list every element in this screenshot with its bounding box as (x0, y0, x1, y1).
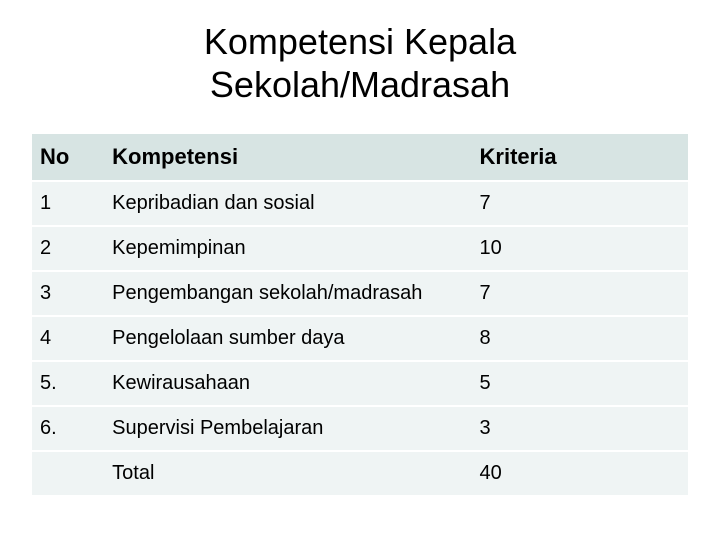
cell-no: 2 (32, 226, 104, 271)
slide: Kompetensi Kepala Sekolah/Madrasah No Ko… (0, 0, 720, 540)
cell-kompetensi: Supervisi Pembelajaran (104, 406, 471, 451)
table-row: 5. Kewirausahaan 5 (32, 361, 688, 406)
cell-kompetensi: Total (104, 451, 471, 496)
table-row: 4 Pengelolaan sumber daya 8 (32, 316, 688, 361)
title-line-1: Kompetensi Kepala (204, 21, 516, 62)
table-row: 3 Pengembangan sekolah/madrasah 7 (32, 271, 688, 316)
cell-kriteria: 5 (472, 361, 688, 406)
title-line-2: Sekolah/Madrasah (210, 64, 510, 105)
cell-kriteria: 7 (472, 181, 688, 226)
cell-no (32, 451, 104, 496)
table-row: 6. Supervisi Pembelajaran 3 (32, 406, 688, 451)
page-title: Kompetensi Kepala Sekolah/Madrasah (32, 20, 688, 106)
cell-kompetensi: Pengembangan sekolah/madrasah (104, 271, 471, 316)
cell-kriteria: 8 (472, 316, 688, 361)
cell-no: 4 (32, 316, 104, 361)
table-row: 2 Kepemimpinan 10 (32, 226, 688, 271)
cell-kompetensi: Kewirausahaan (104, 361, 471, 406)
table-header-row: No Kompetensi Kriteria (32, 134, 688, 181)
cell-no: 3 (32, 271, 104, 316)
cell-no: 5. (32, 361, 104, 406)
col-header-kriteria: Kriteria (472, 134, 688, 181)
cell-kompetensi: Kepemimpinan (104, 226, 471, 271)
cell-no: 1 (32, 181, 104, 226)
table-row: 1 Kepribadian dan sosial 7 (32, 181, 688, 226)
col-header-no: No (32, 134, 104, 181)
cell-kriteria: 40 (472, 451, 688, 496)
cell-kriteria: 3 (472, 406, 688, 451)
cell-kompetensi: Pengelolaan sumber daya (104, 316, 471, 361)
cell-kriteria: 7 (472, 271, 688, 316)
cell-kriteria: 10 (472, 226, 688, 271)
col-header-kompetensi: Kompetensi (104, 134, 471, 181)
table-row-total: Total 40 (32, 451, 688, 496)
cell-kompetensi: Kepribadian dan sosial (104, 181, 471, 226)
cell-no: 6. (32, 406, 104, 451)
kompetensi-table: No Kompetensi Kriteria 1 Kepribadian dan… (32, 134, 688, 497)
